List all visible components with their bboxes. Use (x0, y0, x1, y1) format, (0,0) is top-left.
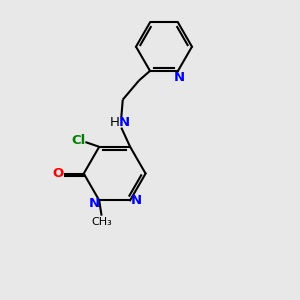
Text: N: N (174, 71, 185, 84)
Text: O: O (52, 167, 64, 180)
Text: CH₃: CH₃ (91, 217, 112, 227)
Text: N: N (119, 116, 130, 129)
Text: N: N (89, 197, 100, 210)
Text: H: H (110, 116, 119, 129)
Text: N: N (131, 194, 142, 207)
Text: Cl: Cl (71, 134, 86, 147)
